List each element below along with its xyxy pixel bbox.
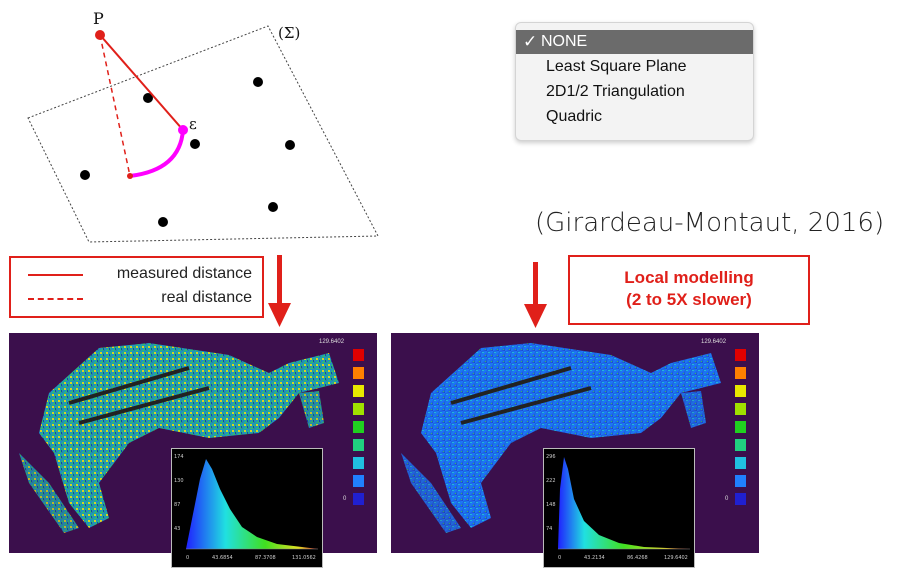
citation-text: (Girardeau-Montaut, 2016) [535,208,885,238]
point-p-label: P [93,9,104,28]
hist-x-tick: 0 [558,555,561,561]
epsilon-label: ε [189,115,197,133]
cloud-point [268,202,278,212]
scale-min-label: 0 [725,496,729,502]
color-scale-bar [735,349,746,505]
distance-diagram: (Σ) P ε [27,9,379,243]
menu-item-label: 2D1/2 Triangulation [546,83,685,100]
hist-y-tick: 74 [546,526,552,532]
menu-item-none[interactable]: ✓ NONE [516,30,753,54]
hist-y-tick: 174 [174,454,184,460]
hist-y-tick: 130 [174,478,184,484]
hist-y-tick: 296 [546,454,556,460]
histogram-bars [558,457,690,549]
menu-item-label: Least Square Plane [546,58,687,75]
hist-y-tick: 222 [546,478,556,484]
dashed-line-swatch [28,298,83,300]
point-cloud-render: 129.6402 0 [401,339,746,533]
cloud-point [253,77,263,87]
histogram-local-model: 296 222 148 74 0 43.2134 86.4268 129.640… [543,448,695,568]
plane-label: (Σ) [278,24,300,42]
down-arrow-icon [268,255,291,327]
scale-max-label: 129.6402 [701,339,727,345]
hist-x-tick: 86.4268 [627,555,648,561]
projection-point [127,173,133,179]
local-modelling-box: Local modelling (2 to 5X slower) [568,255,810,325]
cloud-point [80,170,90,180]
scale-max-label: 129.6402 [319,339,345,345]
menu-item-label: Quadric [546,108,603,125]
histogram-bars [186,459,318,549]
down-arrow-icon [524,262,547,328]
distance-legend: measured distance real distance [9,256,264,318]
menu-item-label: NONE [541,33,588,50]
cloud-point [158,217,168,227]
plane-sigma [27,25,379,243]
cloud-point [143,93,153,103]
real-distance-line [99,34,131,177]
legend-label-real: real distance [161,289,252,306]
menu-item-2d12-triangulation[interactable]: 2D1/2 Triangulation [516,80,753,104]
menu-item-least-square-plane[interactable]: Least Square Plane [516,55,753,79]
hist-x-tick: 129.6402 [664,555,688,561]
cloud-point [285,140,295,150]
hist-x-tick: 131.0562 [292,555,316,561]
hist-x-tick: 0 [186,555,189,561]
legend-row-real: real distance [11,286,262,310]
menu-item-quadric[interactable]: Quadric [516,105,753,129]
color-scale-bar [353,349,364,505]
hist-y-tick: 87 [174,502,180,508]
epsilon-arc [129,129,185,178]
local-modelling-subtitle: (2 to 5X slower) [626,290,752,309]
hist-y-tick: 148 [546,502,556,508]
hist-x-tick: 43.6854 [212,555,233,561]
point-p [95,30,105,40]
legend-row-measured: measured distance [11,262,262,286]
cloud-point [190,139,200,149]
hist-y-tick: 43 [174,526,180,532]
local-modelling-title: Local modelling [624,268,754,287]
hist-x-tick: 87.3708 [255,555,276,561]
local-model-dropdown-menu: ✓ NONE Least Square Plane 2D1/2 Triangul… [515,22,754,141]
solid-line-swatch [28,274,83,276]
measured-distance-line [99,34,184,131]
histogram-standard: 174 130 87 43 0 43.6854 87.3708 131.0562 [171,448,323,568]
epsilon-point [178,125,188,135]
hist-x-tick: 43.2134 [584,555,605,561]
checkmark-icon: ✓ [523,32,538,51]
point-cloud-render: 129.6402 0 [19,339,364,533]
scale-min-label: 0 [343,496,347,502]
legend-label-measured: measured distance [116,265,252,282]
